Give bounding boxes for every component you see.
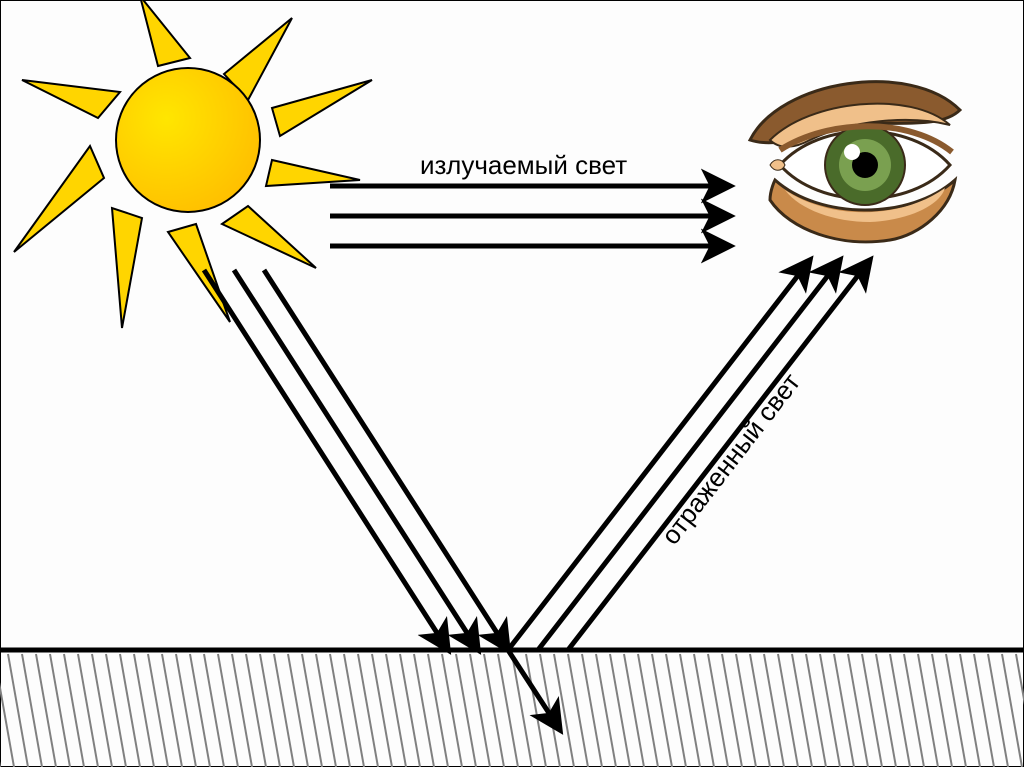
eye-icon [0,0,1024,767]
emitted-light-label: излучаемый свет [420,150,627,181]
diagram-canvas: излучаемый свет отраженный свет [0,0,1024,767]
